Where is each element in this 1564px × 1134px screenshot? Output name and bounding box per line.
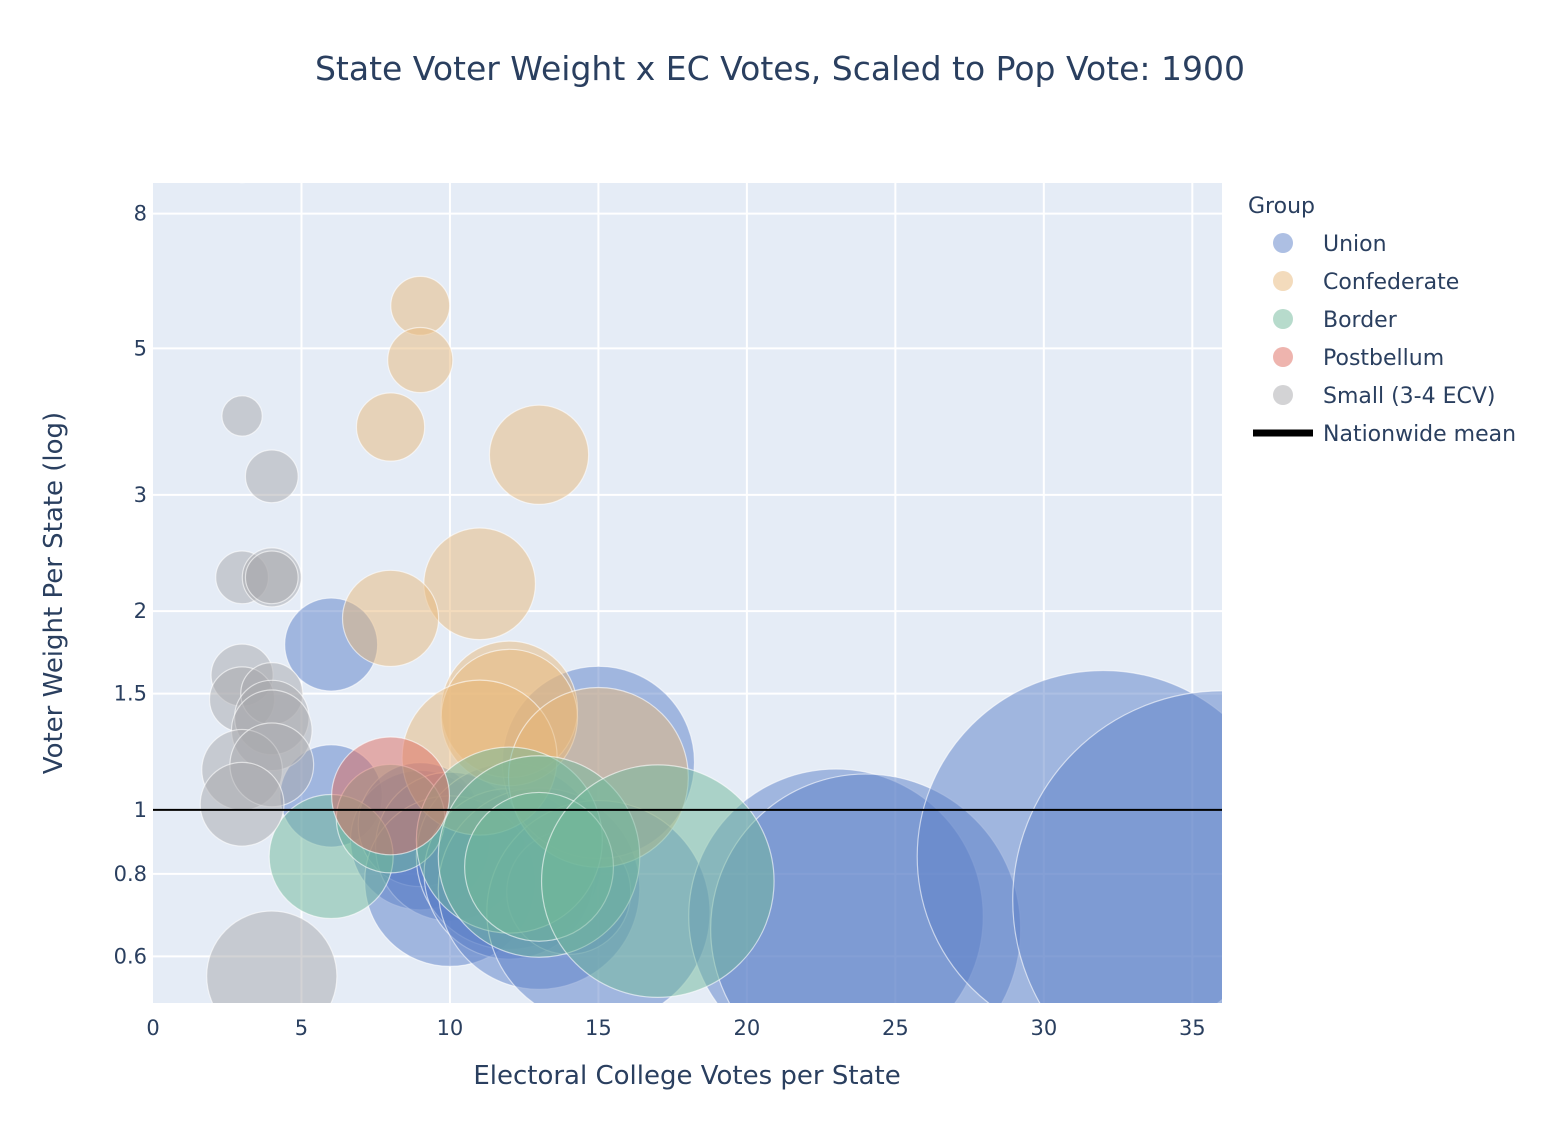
x-tick-label: 20 [734,1016,761,1040]
legend-marker-small-3-4-ecv[interactable] [1273,385,1293,405]
legend-title: Group [1248,194,1315,219]
legend: Group Union Confederate Border Postbellum Sm… [1248,194,1516,447]
bubble-small-3-4-ecv [230,158,255,183]
legend-label-postbellum[interactable]: Postbellum [1323,346,1444,371]
x-tick-label: 30 [1030,1016,1057,1040]
bubble-small-3-4-ecv [245,450,298,503]
bubble-union [1013,691,1432,1110]
bubble-border [542,765,775,998]
x-tick-label: 25 [882,1016,909,1040]
legend-label-nationwide-mean[interactable]: Nationwide mean [1323,422,1516,447]
legend-label-union[interactable]: Union [1323,232,1387,257]
y-axis-title: Voter Weight Per State (log) [39,412,69,774]
legend-label-border[interactable]: Border [1323,308,1398,333]
x-tick-label: 5 [295,1016,308,1040]
y-tick-label: 0.6 [114,944,147,968]
bubble-small-3-4-ecv [222,396,262,436]
legend-marker-confederate[interactable] [1273,271,1293,291]
y-tick-label: 5 [134,336,147,360]
x-tick-label: 35 [1179,1016,1206,1040]
bubble-confederate [343,570,439,666]
bubble-confederate [391,276,450,335]
x-axis-title: Electoral College Votes per State [473,1061,900,1091]
legend-label-confederate[interactable]: Confederate [1323,270,1459,295]
y-tick-label: 1 [134,798,147,822]
x-tick-label: 0 [146,1016,159,1040]
y-tick-label: 8 [134,202,147,226]
bubble-small-3-4-ecv [200,762,284,846]
bubble-confederate [489,405,588,504]
bubble-confederate [356,393,424,461]
y-tick-label: 2 [134,599,147,623]
x-tick-label: 10 [437,1016,464,1040]
legend-marker-union[interactable] [1273,233,1293,253]
x-tick-label: 15 [585,1016,612,1040]
bubble-confederate [388,328,453,393]
legend-marker-postbellum[interactable] [1273,347,1293,367]
bubble-small-3-4-ecv [245,551,298,604]
bubble-postbellum [332,737,450,855]
y-tick-label: 1.5 [114,682,147,706]
chart-title: State Voter Weight x EC Votes, Scaled to… [315,49,1245,88]
bubble-confederate [424,528,536,640]
legend-label-small-3-4-ecv[interactable]: Small (3-4 ECV) [1323,384,1496,409]
y-tick-label: 0.8 [114,862,147,886]
y-tick-label: 3 [134,483,147,507]
bubble-small-3-4-ecv [207,911,337,1041]
legend-marker-border[interactable] [1273,309,1293,329]
